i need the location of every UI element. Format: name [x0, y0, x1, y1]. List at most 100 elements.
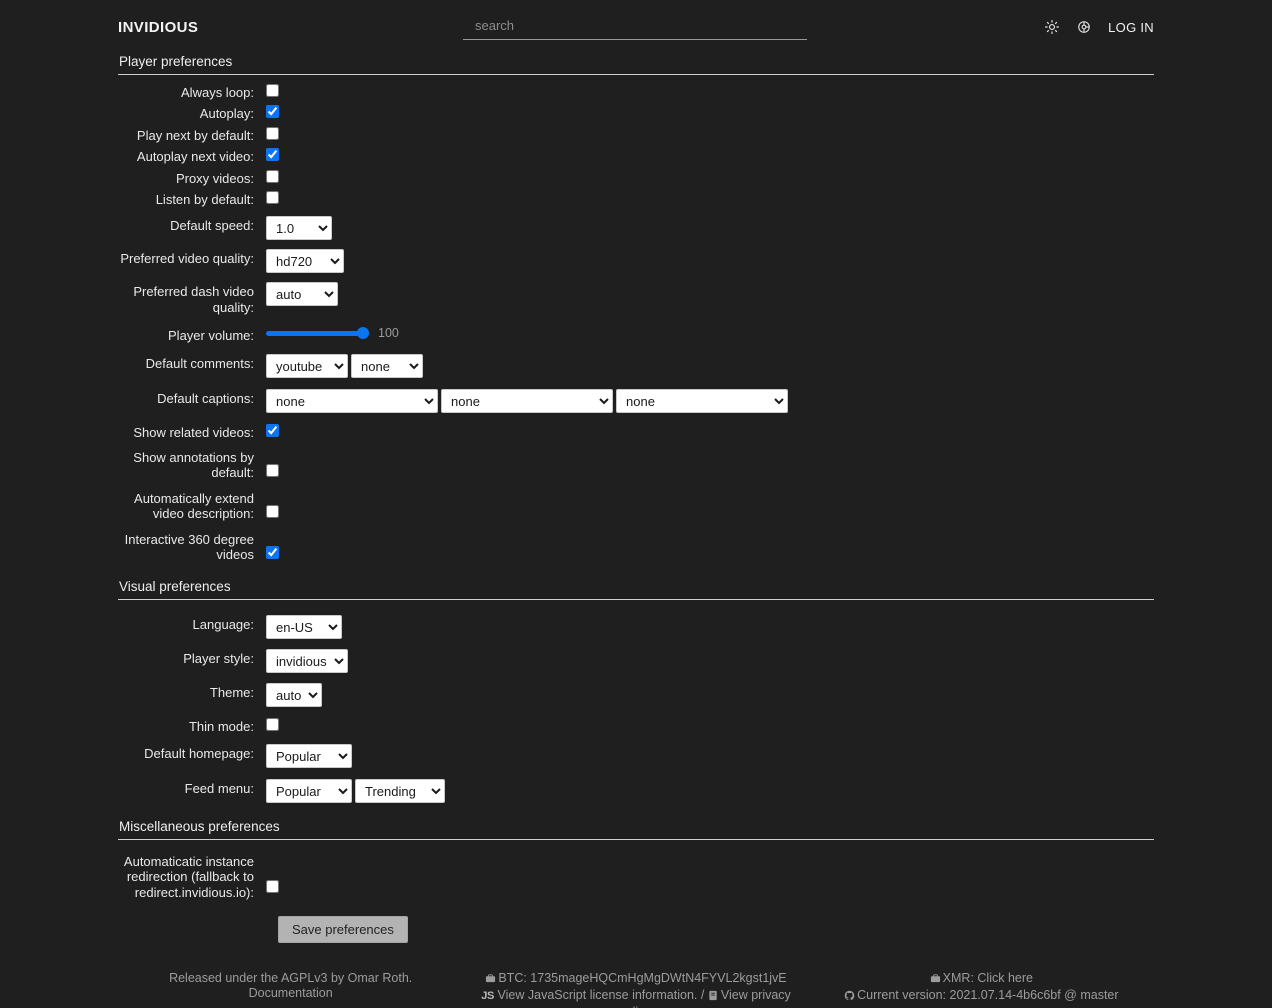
label-player-style: Player style:	[183, 650, 254, 666]
select-feed-menu-2[interactable]: PopularTrendingSubscriptionsPlaylists	[355, 778, 445, 803]
briefcase-icon	[930, 973, 941, 988]
label-always-loop: Always loop:	[181, 85, 254, 100]
section-title-player: Player preferences	[118, 54, 1154, 75]
search-bar	[463, 14, 807, 40]
checkbox-proxy-videos[interactable]	[266, 169, 279, 183]
js-badge-icon: JS	[481, 990, 495, 1003]
github-icon	[844, 990, 855, 1005]
footer-separator: /	[700, 988, 705, 1003]
page-footer: Released under the AGPLv3 by Omar Roth. …	[0, 943, 1272, 1008]
pref-row-show-annotations: Show annotations by default:	[118, 442, 1154, 483]
checkbox-show-annotations[interactable]	[266, 464, 279, 478]
label-thin-mode: Thin mode:	[188, 718, 254, 734]
label-default-comments: Default comments:	[145, 355, 254, 371]
select-feed-menu-1[interactable]: PopularTrendingSubscriptionsPlaylists	[266, 778, 352, 803]
select-player-style[interactable]: invidiousyoutube	[266, 648, 348, 673]
pref-row-default-captions: Default captions: noneEnglishSpanishFren…	[118, 380, 1154, 415]
footer-license-text: Released under the AGPLv3 by Omar Roth.	[169, 971, 413, 986]
label-player-volume: Player volume:	[168, 328, 254, 344]
pref-row-thin-mode: Thin mode:	[118, 709, 1154, 736]
book-icon	[708, 990, 719, 1005]
pref-row-interactive-360: Interactive 360 degree videos	[118, 524, 1154, 565]
section-title-misc: Miscellaneous preferences	[118, 819, 1154, 840]
section-title-visual: Visual preferences	[118, 579, 1154, 600]
footer-version-link[interactable]: Current version: 2021.07.14-4b6c6bf @ ma…	[857, 988, 1119, 1003]
pref-row-preferred-dash-quality: Preferred dash video quality: autobestwo…	[118, 275, 1154, 317]
pref-row-autoplay: Autoplay:	[118, 102, 1154, 123]
navbar-actions: LOG IN	[1044, 19, 1154, 35]
select-preferred-quality[interactable]: dashhd720mediumsmall	[266, 249, 344, 274]
label-play-next: Play next by default:	[136, 127, 254, 143]
label-auto-redirect: Automaticatic instance redirection (fall…	[123, 853, 254, 900]
slider-player-volume[interactable]	[266, 326, 369, 341]
label-preferred-dash-quality: Preferred dash video quality:	[133, 284, 254, 315]
pref-row-player-style: Player style: invidiousyoutube	[118, 641, 1154, 675]
footer-right: XMR: Click here Current version: 2021.07…	[809, 971, 1154, 1008]
pref-row-theme: Theme: autolightdark	[118, 675, 1154, 709]
gear-icon[interactable]	[1076, 19, 1092, 35]
checkbox-autoplay[interactable]	[266, 105, 279, 119]
checkbox-play-next[interactable]	[266, 126, 279, 140]
footer-center: BTC: 1735mageHQCmHgMgDWtN4FYVL2kgst1jvE …	[463, 971, 808, 1008]
label-autoplay: Autoplay:	[199, 106, 254, 122]
pref-row-feed-menu: Feed menu: PopularTrendingSubscriptionsP…	[118, 770, 1154, 805]
checkbox-always-loop[interactable]	[266, 84, 279, 97]
pref-row-listen-default: Listen by default:	[118, 188, 1154, 209]
select-default-captions-1[interactable]: noneEnglishSpanishFrenchGerman	[266, 388, 438, 413]
player-volume-value: 100	[378, 326, 399, 341]
save-preferences-button[interactable]: Save preferences	[278, 916, 408, 944]
checkbox-show-related[interactable]	[266, 423, 279, 437]
label-default-speed: Default speed:	[170, 218, 254, 234]
label-show-related: Show related videos:	[133, 424, 254, 440]
select-theme[interactable]: autolightdark	[266, 682, 322, 707]
pref-row-extend-description: Automatically extend video description:	[118, 483, 1154, 524]
label-autoplay-next: Autoplay next video:	[136, 149, 254, 165]
pref-row-proxy-videos: Proxy videos:	[118, 167, 1154, 188]
select-default-captions-3[interactable]: noneEnglishSpanishFrenchGerman	[616, 388, 788, 413]
brand-logo[interactable]: INVIDIOUS	[118, 18, 199, 36]
select-language[interactable]: ardeen-USesfritjanlpt-BRruzh-CN	[266, 614, 342, 639]
label-preferred-quality: Preferred video quality:	[120, 251, 254, 267]
footer-left: Released under the AGPLv3 by Omar Roth. …	[118, 971, 463, 1008]
footer-btc-link[interactable]: BTC: 1735mageHQCmHgMgDWtN4FYVL2kgst1jvE	[498, 971, 787, 986]
pref-row-default-comments: Default comments: youtuberedditnone yout…	[118, 346, 1154, 380]
pref-row-always-loop: Always loop:	[118, 81, 1154, 102]
pref-row-language: Language: ardeen-USesfritjanlpt-BRruzh-C…	[118, 606, 1154, 641]
label-theme: Theme:	[209, 684, 254, 700]
pref-row-auto-redirect: Automaticatic instance redirection (fall…	[118, 846, 1154, 902]
label-language: Language:	[192, 616, 254, 632]
footer-documentation-link[interactable]: Documentation	[248, 986, 333, 1001]
pref-row-player-volume: Player volume: 100	[118, 317, 1154, 345]
select-preferred-dash-quality[interactable]: autobestworst4320p2160p1440p1080p720p480…	[266, 282, 338, 307]
label-default-homepage: Default homepage:	[144, 745, 254, 761]
preferences-page: Player preferences Always loop: Autoplay…	[0, 54, 1272, 944]
label-proxy-videos: Proxy videos:	[175, 170, 254, 186]
checkbox-auto-redirect[interactable]	[266, 879, 279, 893]
select-default-homepage[interactable]: PopularTrendingSubscriptionsPlaylistsSea…	[266, 743, 352, 768]
pref-row-preferred-quality: Preferred video quality: dashhd720medium…	[118, 242, 1154, 275]
footer-privacy-link[interactable]: View privacy policy.	[619, 988, 791, 1008]
login-link[interactable]: LOG IN	[1108, 19, 1154, 35]
footer-js-license-link[interactable]: View JavaScript license information.	[497, 988, 698, 1003]
footer-xmr-link[interactable]: XMR: Click here	[942, 971, 1033, 986]
save-row: Save preferences	[118, 902, 1154, 944]
checkbox-interactive-360[interactable]	[266, 545, 279, 559]
label-extend-description: Automatically extend video description:	[134, 490, 254, 522]
checkbox-thin-mode[interactable]	[266, 717, 279, 731]
checkbox-extend-description[interactable]	[266, 504, 279, 518]
pref-row-play-next: Play next by default:	[118, 124, 1154, 145]
pref-row-default-homepage: Default homepage: PopularTrendingSubscri…	[118, 736, 1154, 770]
label-default-captions: Default captions:	[157, 390, 254, 406]
select-default-comments-primary[interactable]: youtuberedditnone	[266, 353, 348, 378]
briefcase-icon	[485, 973, 496, 988]
pref-row-default-speed: Default speed: 0.250.50.751.01.251.52.0	[118, 209, 1154, 242]
label-listen-default: Listen by default:	[155, 192, 254, 208]
select-default-comments-secondary[interactable]: youtuberedditnone	[351, 353, 423, 378]
select-default-captions-2[interactable]: noneEnglishSpanishFrenchGerman	[441, 388, 613, 413]
search-input[interactable]	[463, 14, 807, 40]
checkbox-autoplay-next[interactable]	[266, 148, 279, 162]
label-feed-menu: Feed menu:	[184, 780, 254, 796]
select-default-speed[interactable]: 0.250.50.751.01.251.52.0	[266, 216, 332, 241]
sun-icon[interactable]	[1044, 19, 1060, 35]
checkbox-listen-default[interactable]	[266, 191, 279, 205]
